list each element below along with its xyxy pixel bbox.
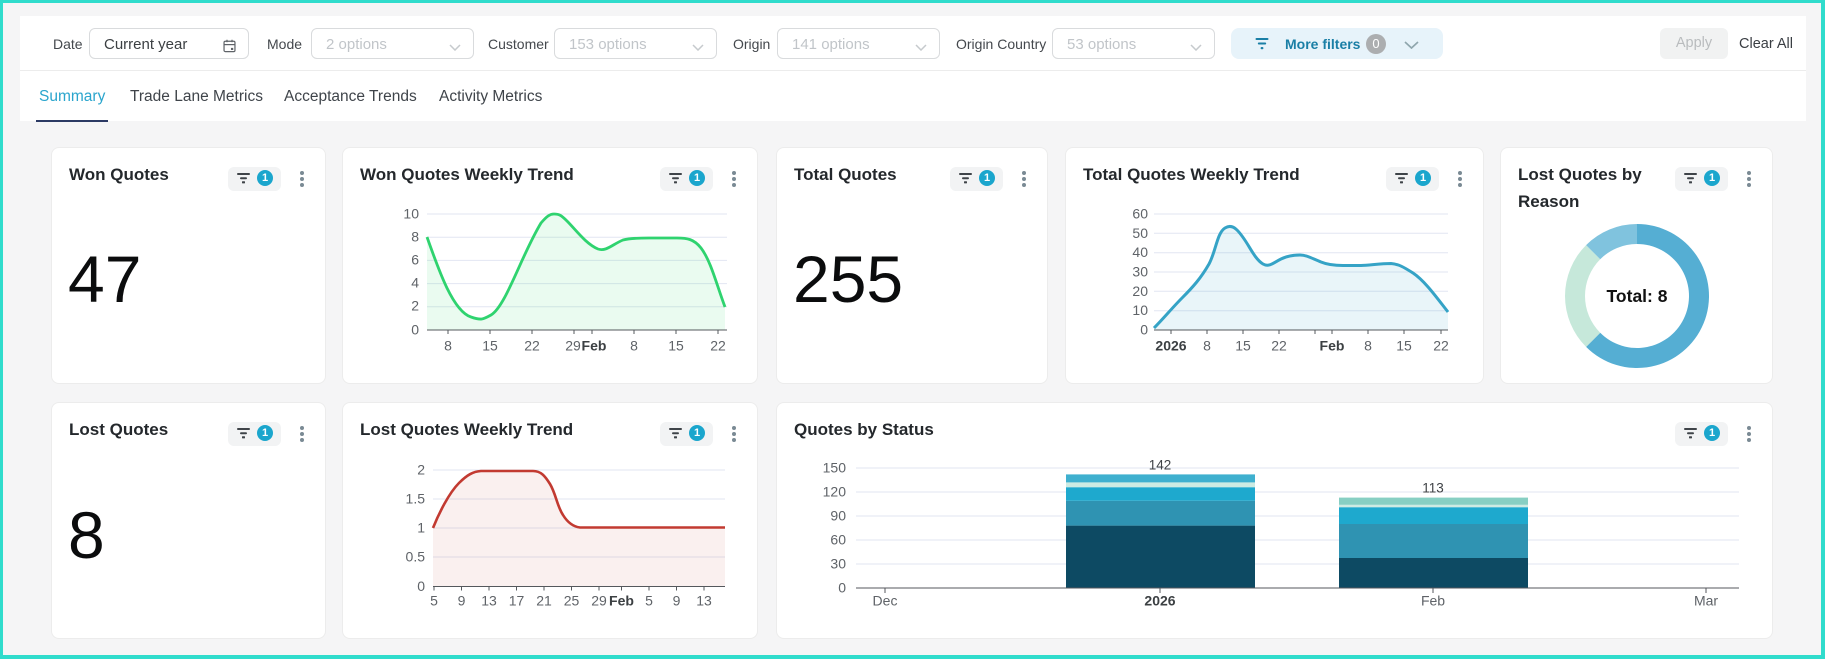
svg-text:22: 22 (1433, 338, 1449, 354)
svg-text:13: 13 (481, 593, 497, 609)
svg-text:90: 90 (830, 508, 846, 524)
svg-text:22: 22 (1271, 338, 1287, 354)
svg-text:15: 15 (482, 338, 498, 354)
svg-text:4: 4 (411, 275, 419, 291)
svg-text:8: 8 (411, 229, 419, 245)
svg-text:142: 142 (1149, 458, 1172, 473)
svg-text:20: 20 (1132, 283, 1148, 299)
svg-text:Feb: Feb (582, 338, 607, 354)
svg-text:0: 0 (838, 580, 846, 596)
svg-text:Dec: Dec (873, 593, 898, 609)
svg-text:Feb: Feb (1421, 593, 1445, 609)
svg-text:22: 22 (524, 338, 540, 354)
svg-text:0: 0 (411, 322, 419, 338)
svg-text:15: 15 (1396, 338, 1412, 354)
svg-text:15: 15 (668, 338, 684, 354)
svg-text:15: 15 (1235, 338, 1251, 354)
svg-text:0.5: 0.5 (406, 549, 426, 565)
svg-text:Feb: Feb (1320, 338, 1345, 354)
svg-text:5: 5 (645, 593, 653, 609)
svg-text:17: 17 (509, 593, 525, 609)
svg-text:10: 10 (403, 206, 419, 222)
svg-text:5: 5 (430, 593, 438, 609)
svg-text:120: 120 (823, 484, 847, 500)
svg-text:22: 22 (710, 338, 726, 354)
svg-text:8: 8 (444, 338, 452, 354)
svg-text:2026: 2026 (1144, 593, 1175, 609)
svg-text:113: 113 (1422, 481, 1444, 496)
svg-text:25: 25 (564, 593, 580, 609)
svg-text:40: 40 (1132, 244, 1148, 260)
svg-text:8: 8 (1364, 338, 1372, 354)
svg-text:50: 50 (1132, 225, 1148, 241)
svg-text:9: 9 (458, 593, 466, 609)
svg-text:1.5: 1.5 (406, 491, 426, 507)
svg-text:6: 6 (411, 252, 419, 268)
svg-text:Feb: Feb (609, 593, 634, 609)
svg-text:8: 8 (630, 338, 638, 354)
svg-text:1: 1 (417, 520, 425, 536)
svg-text:60: 60 (1132, 206, 1148, 222)
svg-text:2026: 2026 (1155, 338, 1186, 354)
svg-text:Mar: Mar (1694, 593, 1718, 609)
svg-text:29: 29 (565, 338, 581, 354)
svg-text:2: 2 (417, 462, 425, 478)
svg-text:21: 21 (536, 593, 552, 609)
svg-text:Total: 8: Total: 8 (1607, 286, 1668, 306)
svg-text:10: 10 (1132, 302, 1148, 318)
svg-text:60: 60 (830, 532, 846, 548)
svg-text:0: 0 (417, 578, 425, 594)
svg-text:30: 30 (1132, 264, 1148, 280)
svg-text:13: 13 (696, 593, 712, 609)
svg-text:0: 0 (1140, 322, 1148, 338)
svg-text:9: 9 (673, 593, 681, 609)
svg-text:8: 8 (1203, 338, 1211, 354)
svg-text:29: 29 (591, 593, 607, 609)
svg-text:150: 150 (823, 460, 847, 476)
svg-text:2: 2 (411, 298, 419, 314)
svg-text:30: 30 (830, 556, 846, 572)
